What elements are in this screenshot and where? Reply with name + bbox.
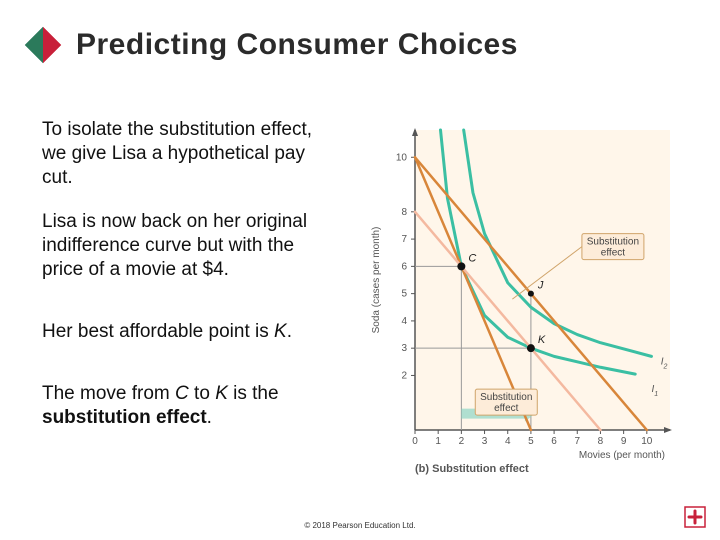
svg-text:J: J <box>537 280 544 292</box>
svg-text:5: 5 <box>401 289 407 300</box>
svg-text:6: 6 <box>401 261 407 272</box>
paragraph-3: Her best affordable point is K. <box>42 320 332 362</box>
pearson-logo-icon <box>684 506 706 528</box>
paragraph-4: The move from C to K is the substitution… <box>42 382 332 448</box>
substitution-chart: 0 1 2 3 4 5 6 7 8 9 10 2 3 4 5 6 7 8 10 Movies (per month) S… <box>360 120 690 480</box>
svg-text:3: 3 <box>482 436 488 447</box>
svg-text:5: 5 <box>528 436 534 447</box>
svg-text:Substitution: Substitution <box>587 237 639 248</box>
svg-text:4: 4 <box>505 436 511 447</box>
svg-text:7: 7 <box>401 234 407 245</box>
svg-text:9: 9 <box>621 436 627 447</box>
svg-text:(b) Substitution effect: (b) Substitution effect <box>415 463 529 475</box>
svg-text:Substitution: Substitution <box>480 392 532 403</box>
svg-text:1: 1 <box>435 436 441 447</box>
svg-text:10: 10 <box>641 436 653 447</box>
svg-text:2: 2 <box>459 436 465 447</box>
paragraph-2: Lisa is now back on her original indiffe… <box>42 210 332 299</box>
svg-text:6: 6 <box>551 436 557 447</box>
diamond-icon <box>25 27 62 64</box>
svg-text:3: 3 <box>401 343 407 354</box>
svg-text:2: 2 <box>401 370 407 381</box>
svg-text:7: 7 <box>574 436 580 447</box>
svg-text:8: 8 <box>598 436 604 447</box>
svg-text:8: 8 <box>401 207 407 218</box>
copyright: © 2018 Pearson Education Ltd. <box>0 521 720 530</box>
svg-text:Movies (per month): Movies (per month) <box>579 450 665 461</box>
paragraph-1: To isolate the substitution effect, we g… <box>42 118 332 207</box>
svg-text:4: 4 <box>401 316 407 327</box>
title-row: Predicting Consumer Choices <box>30 28 518 62</box>
svg-text:0: 0 <box>412 436 418 447</box>
page-title: Predicting Consumer Choices <box>76 28 518 62</box>
svg-text:K: K <box>538 334 546 346</box>
svg-text:Soda (cases per month): Soda (cases per month) <box>371 227 382 334</box>
svg-text:effect: effect <box>601 248 625 259</box>
svg-text:effect: effect <box>494 403 518 414</box>
svg-text:10: 10 <box>396 152 408 163</box>
svg-text:C: C <box>468 252 476 264</box>
